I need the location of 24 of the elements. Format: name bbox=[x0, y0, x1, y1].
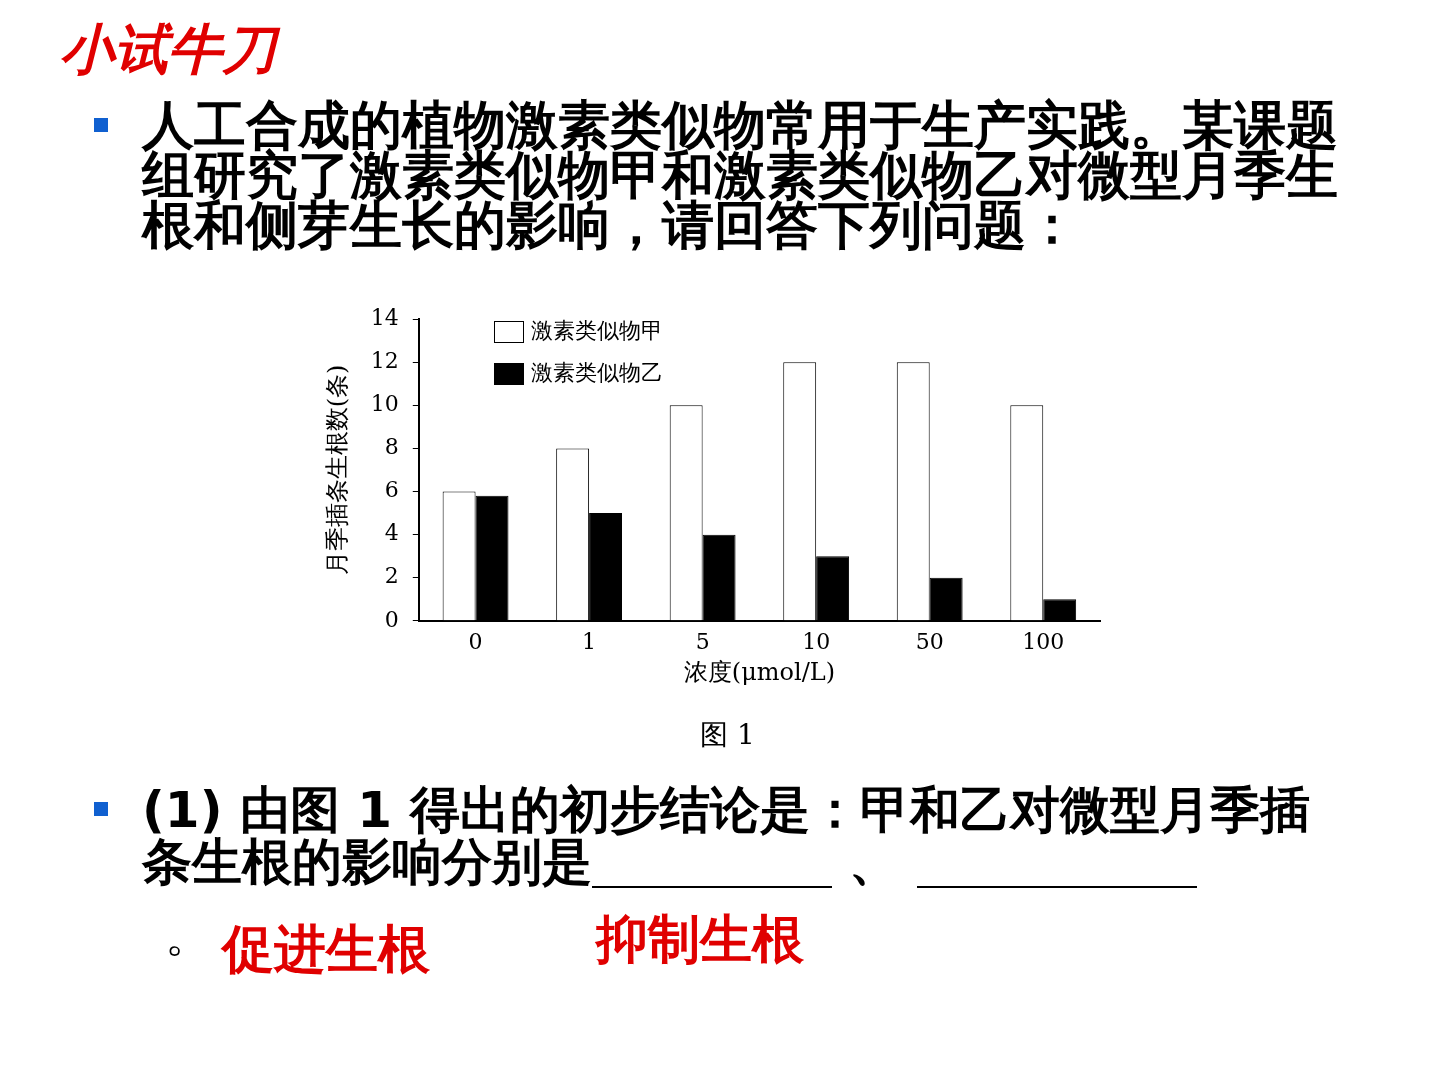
y-tick-label: 10 bbox=[370, 391, 399, 417]
x-tick-label: 0 bbox=[468, 628, 483, 654]
x-tick-label: 1 bbox=[582, 628, 597, 654]
y-tick-label: 2 bbox=[384, 563, 399, 589]
text: 。 bbox=[165, 907, 211, 964]
y-axis-title: 月季插条生根数(条) bbox=[322, 364, 351, 576]
x-tick-label: 10 bbox=[802, 628, 831, 654]
y-tick-label: 0 bbox=[384, 606, 399, 632]
y-tick-label: 6 bbox=[384, 477, 399, 503]
x-tick-label: 50 bbox=[915, 628, 944, 654]
chart-subtitle: 人工合成的植物激素类似物常用于生产实践。某课题组研究了激素类似物甲和激素类似物乙对微型月季生根和侧芽生长的影响，请回答下列问题： bbox=[142, 95, 1339, 255]
text: 、 bbox=[849, 833, 900, 891]
text: 抑制生根 bbox=[596, 908, 804, 971]
text: 促进生根 bbox=[222, 918, 430, 981]
y-tick-label: 12 bbox=[370, 348, 399, 373]
y-tick-label: 4 bbox=[384, 520, 399, 546]
caption: 图 1 bbox=[700, 717, 755, 753]
x-axis-title: 浓度(μmol/L) bbox=[683, 657, 836, 686]
x-tick-label: 100 bbox=[1022, 628, 1065, 654]
legend-label: 激素类似物乙 bbox=[530, 359, 663, 387]
text: 激素类似物甲 bbox=[530, 317, 663, 345]
y-tick-label: 8 bbox=[384, 434, 399, 460]
x-tick-label: 5 bbox=[695, 628, 710, 654]
y-tick-label: 14 bbox=[370, 304, 399, 330]
